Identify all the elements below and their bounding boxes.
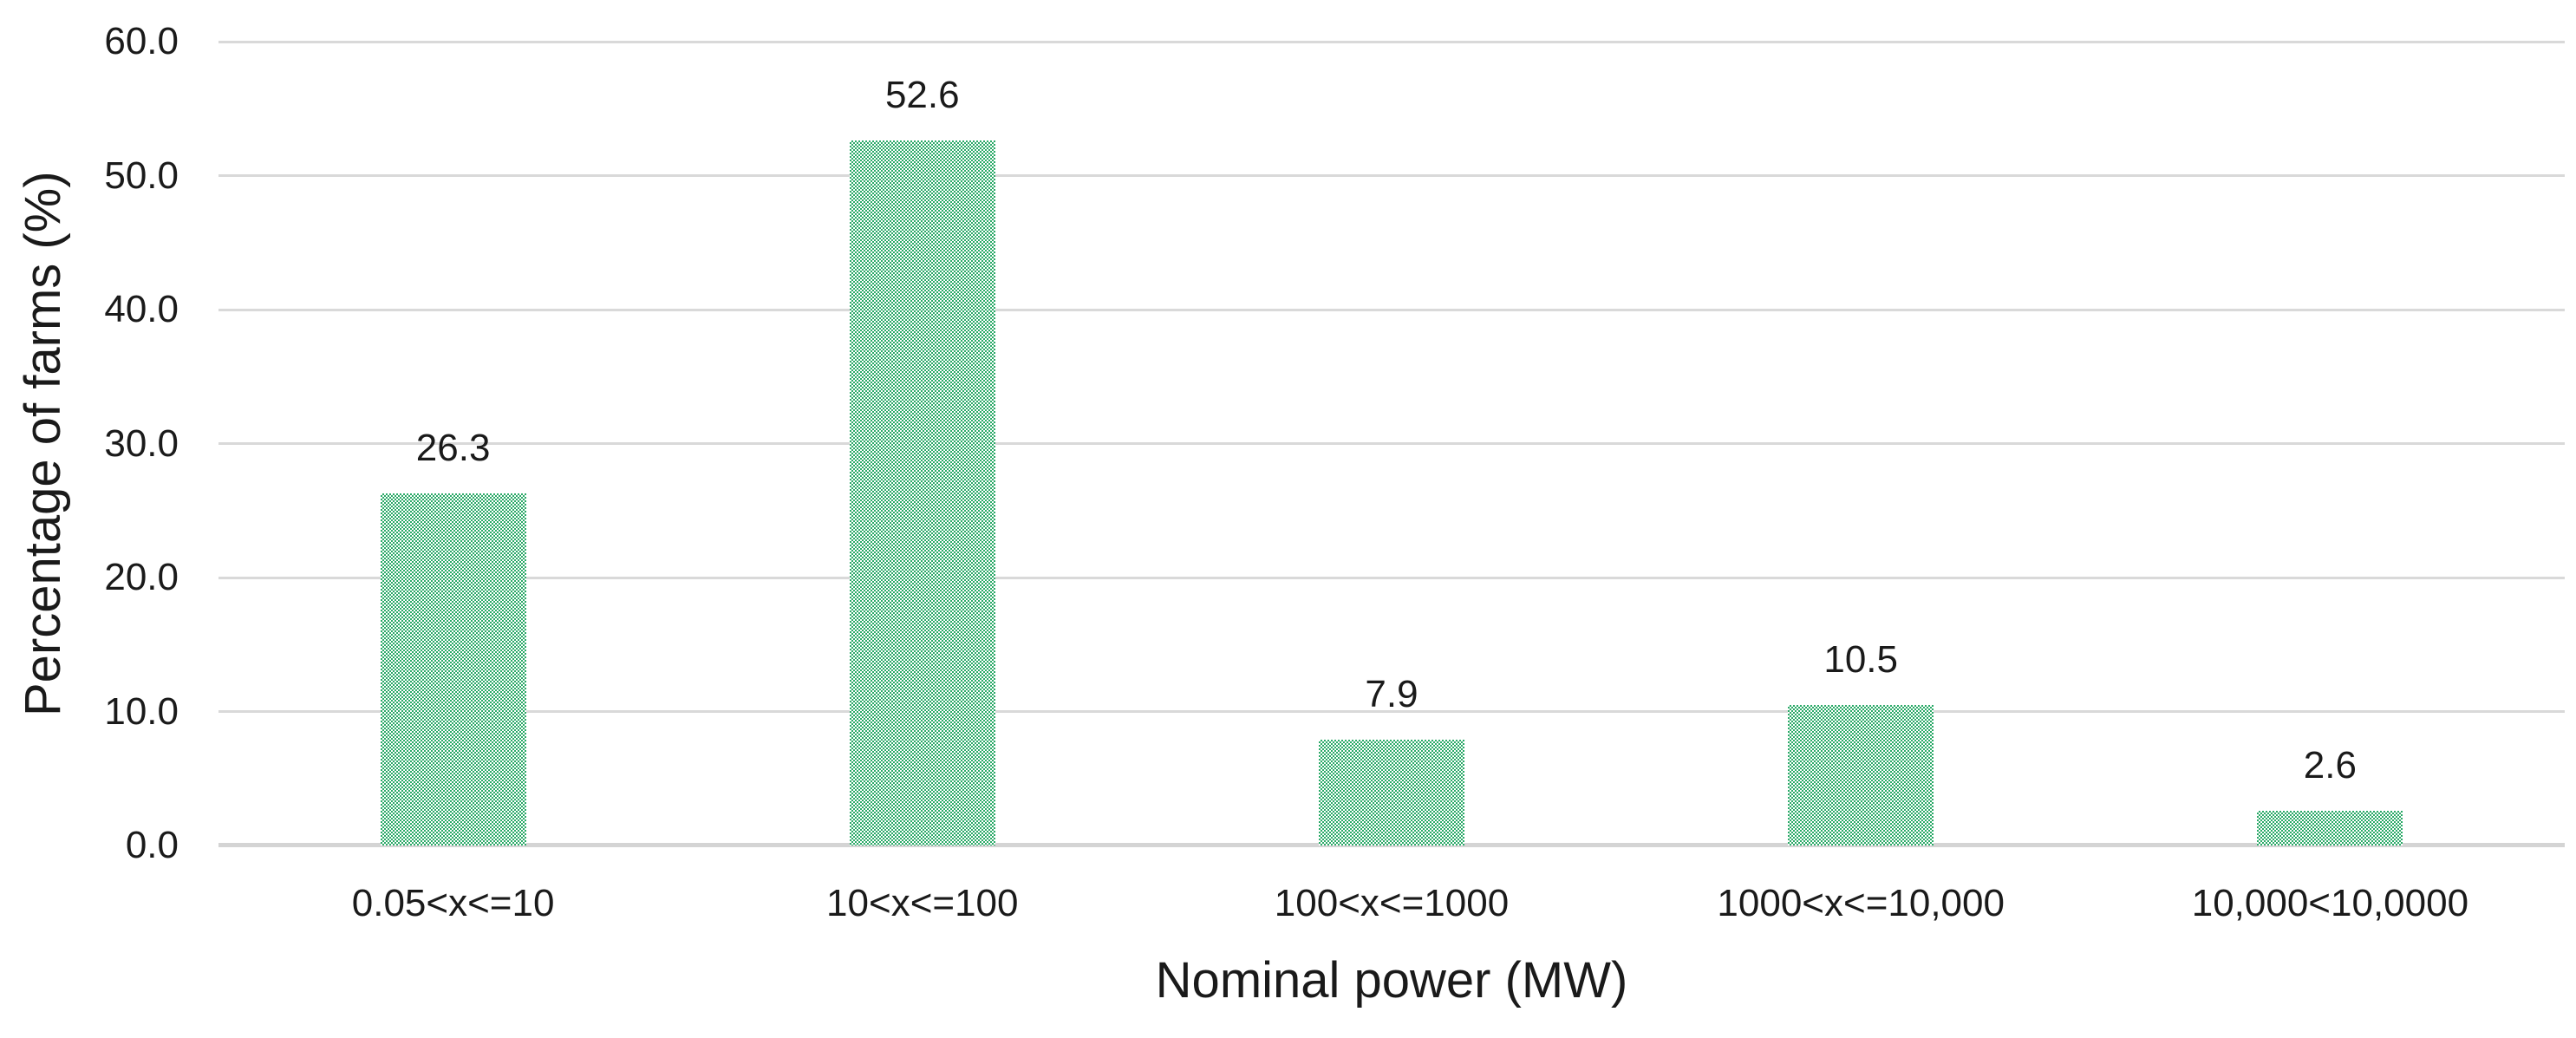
y-tick-label: 30.0 — [104, 421, 179, 465]
bar-value-label: 7.9 — [1365, 672, 1418, 715]
gridline — [218, 308, 2565, 311]
gridline — [218, 174, 2565, 177]
category-label: 100<x<=1000 — [1274, 882, 1510, 924]
category-slot: 10.5 1000<x<=10,000 — [1627, 42, 2096, 922]
bar — [849, 140, 995, 845]
y-tick-label: 0.0 — [125, 824, 179, 866]
category-label: 0.05<x<=10 — [351, 882, 555, 924]
category-label: 10<x<=100 — [826, 882, 1019, 924]
gridline — [218, 442, 2565, 445]
plot-area: 26.3 0.05<x<=10 52.6 10<x<=100 7.9 100<x<=100… — [218, 40, 2565, 923]
bar — [1318, 739, 1464, 845]
x-axis-title: Nominal power (MW) — [1155, 952, 1628, 1009]
bar — [2257, 810, 2403, 845]
bar-value-label: 52.6 — [884, 74, 960, 117]
y-tick-label: 60.0 — [104, 20, 179, 62]
y-tick-label: 20.0 — [104, 556, 179, 598]
category-label: 10,000<10,0000 — [2191, 882, 2469, 924]
bar — [380, 493, 526, 845]
bar — [1788, 704, 1934, 845]
category-slot: 52.6 10<x<=100 — [688, 42, 1157, 923]
gridline — [218, 710, 2565, 713]
category-label: 1000<x<=10,000 — [1717, 882, 2005, 924]
gridline — [218, 576, 2565, 579]
category-slot: 26.3 0.05<x<=10 — [218, 42, 688, 922]
gridline — [218, 40, 2565, 43]
bar-value-label: 26.3 — [415, 426, 491, 469]
category-slot: 2.6 10,000<10,0000 — [2096, 42, 2565, 922]
y-tick-label: 10.0 — [104, 689, 179, 733]
y-tick-label: 50.0 — [104, 153, 179, 197]
y-tick-label: 40.0 — [104, 288, 179, 330]
category-slot: 7.9 100<x<=1000 — [1157, 42, 1626, 922]
bar-value-label: 2.6 — [2303, 743, 2357, 787]
bar-value-label: 10.5 — [1823, 637, 1899, 681]
